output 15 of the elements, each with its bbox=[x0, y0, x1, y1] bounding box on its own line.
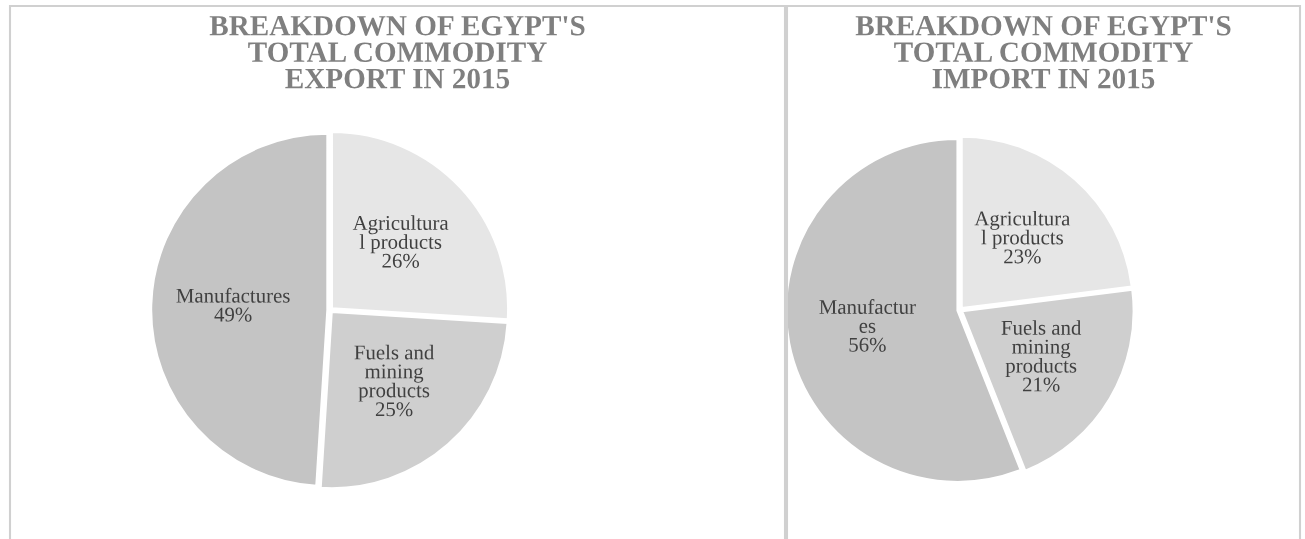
slice-label: Fuels and mining products bbox=[354, 344, 435, 402]
data-label: 56% bbox=[849, 337, 886, 352]
data-label: 25% bbox=[375, 402, 413, 417]
slice-label: Manufactur es bbox=[819, 299, 916, 333]
slice-label: Manufactures bbox=[176, 287, 290, 303]
chart-title: BREAKDOWN OF EGYPT'S TOTAL COMMODITY IMPORT IN 2015 bbox=[855, 15, 1231, 89]
data-label: 49% bbox=[214, 307, 252, 322]
slice-label: Fuels and mining products bbox=[1001, 320, 1082, 377]
slice-label: Agricultura l products bbox=[974, 210, 1071, 249]
slice-label: Agricultura l products bbox=[352, 215, 449, 254]
data-label: 21% bbox=[1022, 377, 1060, 392]
data-label: 23% bbox=[1004, 249, 1041, 264]
data-label: 26% bbox=[382, 253, 420, 268]
pie-slice bbox=[150, 132, 329, 487]
chart-title: BREAKDOWN OF EGYPT'S TOTAL COMMODITY EXPORT IN 2015 bbox=[209, 15, 585, 89]
